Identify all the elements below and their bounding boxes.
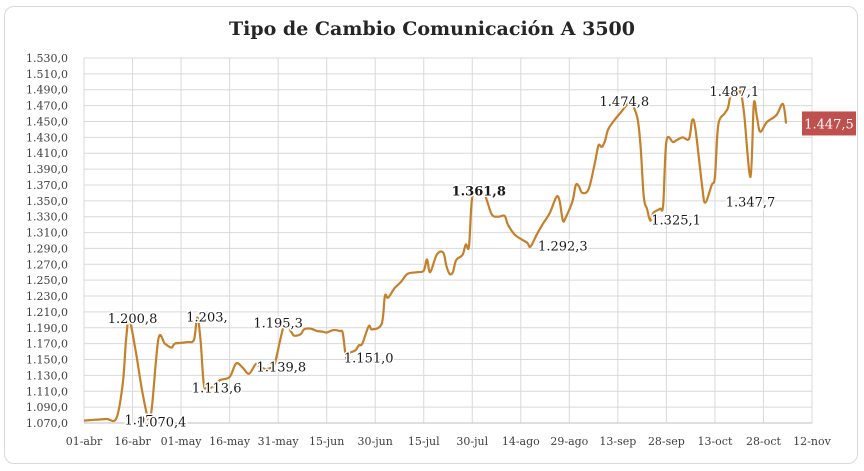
data-label: 1.361,8 xyxy=(452,184,506,199)
y-tick-label: 1.090,0 xyxy=(26,401,68,414)
chart-title: Tipo de Cambio Comunicación A 3500 xyxy=(229,18,635,40)
y-tick-label: 1.530,0 xyxy=(26,52,68,65)
x-tick-label: 12-nov xyxy=(793,435,831,448)
data-label: 1.113,6 xyxy=(192,381,242,396)
data-label: 1.139,8 xyxy=(257,361,307,376)
y-tick-label: 1.130,0 xyxy=(26,369,68,382)
y-tick-label: 1.490,0 xyxy=(26,84,68,97)
data-label: 1.474,8 xyxy=(600,95,650,110)
x-tick-label: 16-abr xyxy=(114,435,151,448)
last-value-label: 1.447,5 xyxy=(802,111,856,136)
x-tick-label: 30-jun xyxy=(358,435,393,448)
y-tick-label: 1.390,0 xyxy=(26,163,68,176)
last-value-text: 1.447,5 xyxy=(804,117,854,132)
x-tick-label: 14-ago xyxy=(502,435,540,448)
y-tick-label: 1.170,0 xyxy=(26,338,68,351)
y-tick-label: 1.310,0 xyxy=(26,227,68,240)
data-label: 1.325,1 xyxy=(651,214,701,229)
y-tick-label: 1.330,0 xyxy=(26,211,68,224)
y-tick-label: 1.450,0 xyxy=(26,115,68,128)
y-tick-label: 1.070,0 xyxy=(26,417,68,430)
y-tick-label: 1.250,0 xyxy=(26,274,68,287)
data-label: 1.070,4 xyxy=(137,416,187,431)
data-label: 1.07 xyxy=(125,414,154,429)
x-tick-label: 01-may xyxy=(161,435,203,448)
x-tick-label: 29-ago xyxy=(550,435,588,448)
gridlines xyxy=(83,57,813,424)
y-tick-label: 1.430,0 xyxy=(26,131,68,144)
data-label: 1.487,1 xyxy=(710,85,760,100)
chart-frame xyxy=(4,6,858,464)
y-axis-ticks: 1.070,0 1.090,0 1.110,0 1.130,0 1.150,0 1.170… xyxy=(26,52,68,430)
y-tick-label: 1.150,0 xyxy=(26,354,68,367)
data-label: 1.203, xyxy=(186,310,227,325)
x-tick-label: 30-jul xyxy=(456,435,488,448)
data-labels: 1.200,8 1.071.070,4 1.203, 1.113,6 1.195,3 1.… xyxy=(106,84,777,433)
y-tick-label: 1.410,0 xyxy=(26,147,68,160)
y-tick-label: 1.510,0 xyxy=(26,68,68,81)
x-tick-label: 28-sep xyxy=(648,435,685,448)
y-tick-label: 1.270,0 xyxy=(26,258,68,271)
x-tick-label: 31-may xyxy=(258,435,300,448)
x-tick-label: 01-abr xyxy=(66,435,103,448)
y-tick-label: 1.470,0 xyxy=(26,100,68,113)
y-tick-label: 1.190,0 xyxy=(26,322,68,335)
series-line xyxy=(83,89,788,423)
data-label: 1.292,3 xyxy=(538,240,588,255)
last-value-box xyxy=(802,111,856,136)
series-layer xyxy=(83,89,788,423)
x-tick-label: 13-oct xyxy=(697,435,732,448)
y-tick-label: 1.290,0 xyxy=(26,242,68,255)
y-tick-label: 1.230,0 xyxy=(26,290,68,303)
x-axis-ticks: 01-abr 16-abr 01-may 16-may 31-may 15-jun 30-j… xyxy=(66,435,832,448)
x-tick-label: 15-jul xyxy=(408,435,440,448)
y-tick-label: 1.370,0 xyxy=(26,179,68,192)
data-label: 1.200,8 xyxy=(108,312,158,327)
x-tick-label: 28-oct xyxy=(746,435,781,448)
x-tick-label: 16-may xyxy=(209,435,251,448)
y-tick-label: 1.210,0 xyxy=(26,306,68,319)
y-tick-label: 1.350,0 xyxy=(26,195,68,208)
data-label: 1.151,0 xyxy=(344,352,394,367)
y-tick-label: 1.110,0 xyxy=(26,385,68,398)
x-tick-label: 13-sep xyxy=(599,435,636,448)
data-label: 1.347,7 xyxy=(726,196,776,211)
data-label: 1.195,3 xyxy=(253,317,303,332)
x-tick-label: 15-jun xyxy=(309,435,344,448)
